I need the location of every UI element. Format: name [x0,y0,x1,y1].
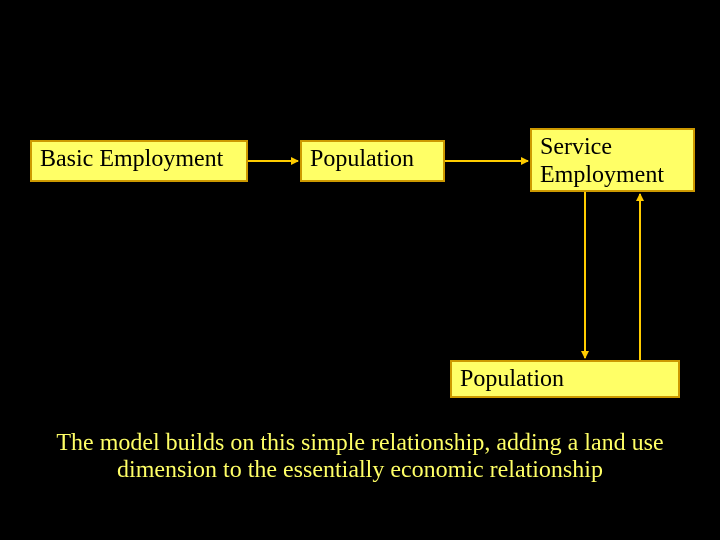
service-label-line1: Service [540,134,612,160]
node-service-employment: Service Employment [530,128,695,192]
caption-text: The model builds on this simple relation… [0,430,720,484]
node-basic-employment: Basic Employment [30,140,248,182]
node-population-top: Population [300,140,445,182]
service-label-line2: Employment [540,162,664,188]
node-population-bottom: Population [450,360,680,398]
